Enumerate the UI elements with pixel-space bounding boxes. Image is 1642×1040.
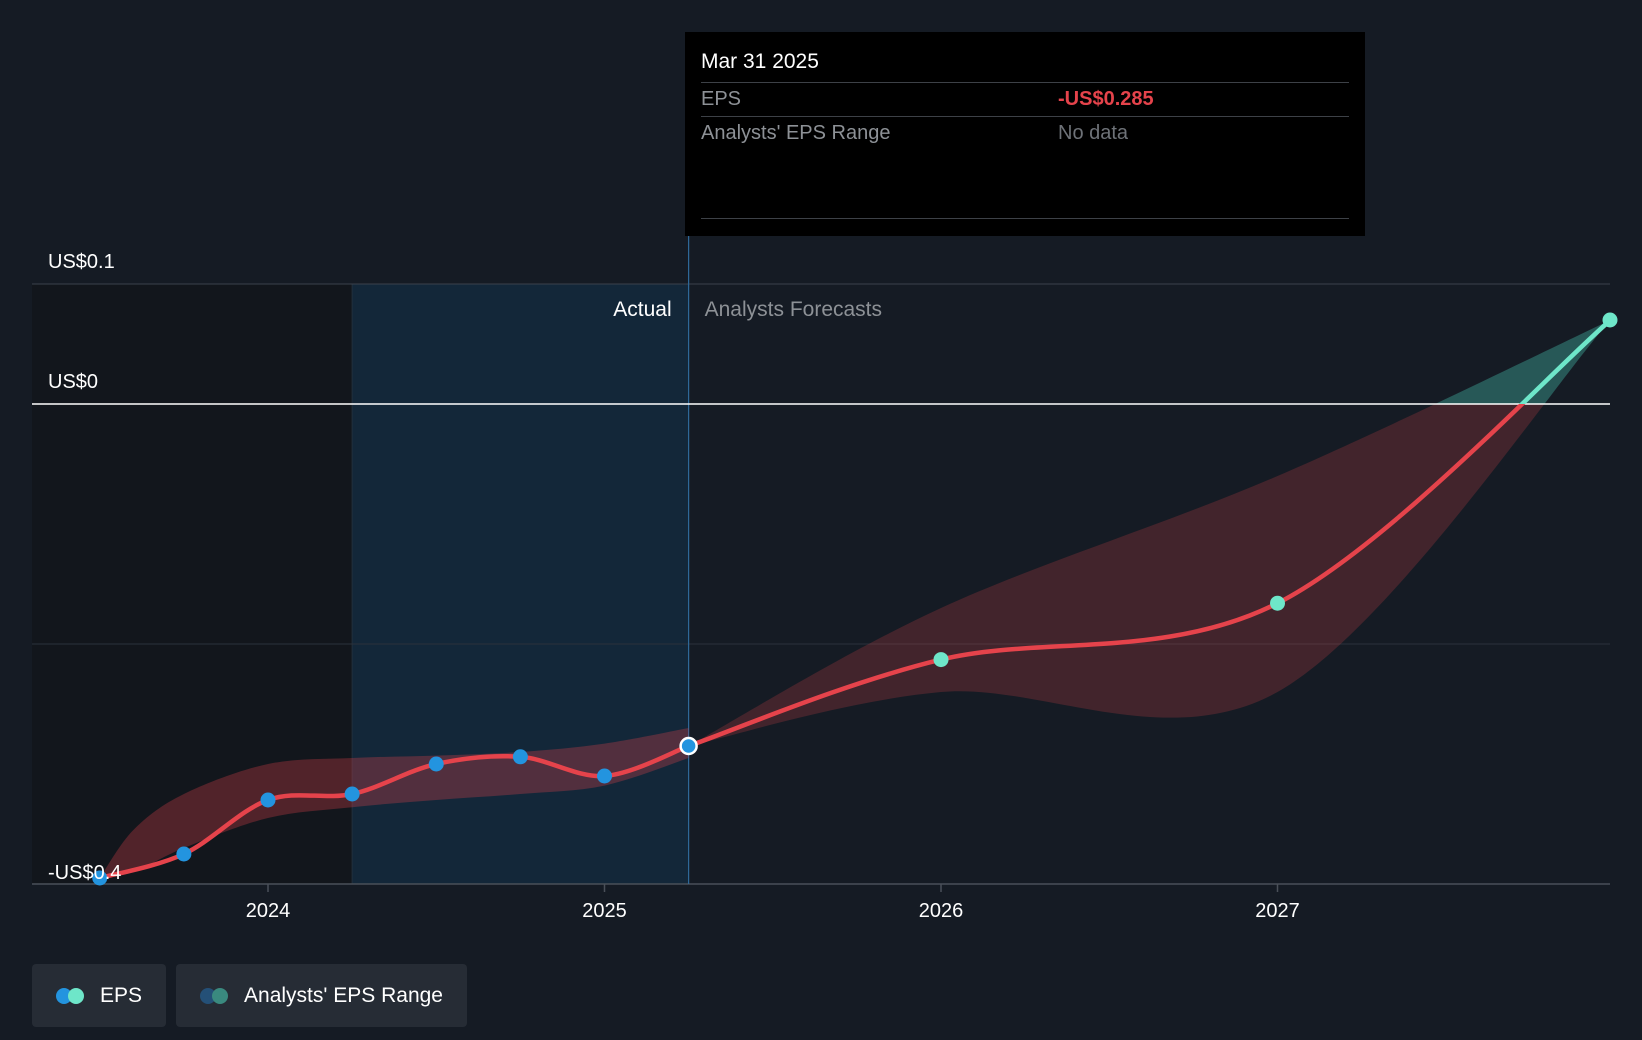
tooltip-date: Mar 31 2025 — [701, 46, 1349, 83]
eps-point-actual[interactable] — [176, 846, 192, 862]
range-legend-icon — [200, 987, 230, 1004]
x-tick-label: 2027 — [1255, 900, 1300, 922]
x-tick-label: 2025 — [582, 900, 627, 922]
eps-forecast-line — [686, 404, 1526, 749]
legend: EPS Analysts' EPS Range — [32, 964, 467, 1027]
y-tick-label: US$0.1 — [48, 251, 115, 273]
eps-legend-icon — [56, 987, 86, 1004]
eps-point-selected[interactable] — [679, 736, 698, 756]
grid-lines — [32, 283, 1610, 892]
eps-point-actual[interactable] — [428, 756, 444, 772]
forecast-eps-range-area — [688, 404, 1545, 746]
eps-point-actual[interactable] — [92, 870, 108, 886]
legend-range-label: Analysts' EPS Range — [244, 983, 443, 1007]
forecast-eps-range-area-positive — [1435, 320, 1611, 404]
tooltip-eps-value: -US$0.285 — [1058, 88, 1154, 110]
y-tick-label: -US$0.4 — [48, 862, 121, 884]
eps-point-forecast[interactable] — [1602, 312, 1618, 328]
tooltip-range-label: Analysts' EPS Range — [701, 122, 891, 144]
y-tick-label: US$0 — [48, 371, 98, 393]
eps-point-forecast[interactable] — [1270, 595, 1285, 611]
eps-point-actual[interactable] — [260, 792, 276, 808]
x-tick-label: 2024 — [246, 900, 291, 922]
eps-point-forecast[interactable] — [933, 652, 949, 668]
actual-eps-range-area — [99, 728, 689, 878]
tooltip-range-row: Analysts' EPS Range No data — [701, 117, 1349, 150]
eps-point-actual[interactable] — [597, 768, 612, 784]
past-period-shade — [32, 284, 353, 884]
tooltip-eps-label: EPS — [701, 88, 742, 110]
eps-actual-line — [97, 743, 691, 881]
last-year-highlight — [352, 284, 689, 884]
tooltip: Mar 31 2025 EPS -US$0.285 Analysts' EPS … — [685, 32, 1365, 236]
legend-eps-button[interactable]: EPS — [32, 964, 167, 1027]
legend-eps-label: EPS — [100, 983, 143, 1007]
eps-point-actual[interactable] — [344, 786, 360, 802]
eps-point-actual[interactable] — [512, 749, 528, 765]
tooltip-divider — [701, 218, 1349, 219]
forecast-region-label: Analysts Forecasts — [705, 298, 882, 321]
tooltip-range-value: No data — [1058, 122, 1129, 144]
x-tick-label: 2026 — [919, 900, 964, 922]
tooltip-eps-row: EPS -US$0.285 — [701, 83, 1349, 117]
legend-range-button[interactable]: Analysts' EPS Range — [176, 964, 467, 1027]
actual-region-label: Actual — [613, 298, 671, 321]
